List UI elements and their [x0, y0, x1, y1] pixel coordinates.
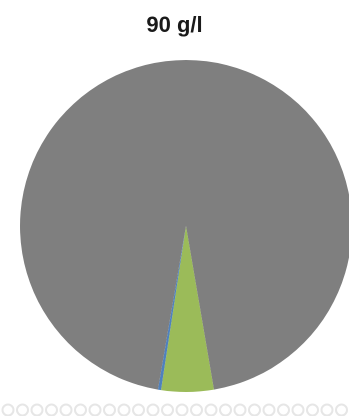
- pie-slice-blue: [157, 226, 186, 391]
- legend-dot: [335, 403, 348, 416]
- legend-dot: [161, 403, 174, 416]
- legend-dot: [190, 403, 203, 416]
- legend-dot: [306, 403, 319, 416]
- legend-dot: [1, 403, 15, 416]
- legend-dot: [233, 403, 247, 416]
- legend-dot: [291, 403, 305, 416]
- legend-dot: [88, 403, 102, 416]
- legend-dot: [132, 403, 145, 416]
- legend-dot: [117, 403, 131, 416]
- legend-dot: [30, 403, 44, 416]
- legend-dot: [262, 403, 276, 416]
- pie-slice-grey: [20, 60, 349, 390]
- legend-dot: [103, 403, 116, 416]
- legend-dot: [45, 403, 58, 416]
- legend-dot: [16, 403, 29, 416]
- pie-slice-green: [161, 226, 214, 393]
- legend-strip: [1, 403, 348, 416]
- legend-dot: [248, 403, 261, 416]
- legend-dot: [219, 403, 232, 416]
- legend-dot: [204, 403, 218, 416]
- legend-dot: [59, 403, 73, 416]
- legend-dot: [74, 403, 87, 416]
- legend-dot: [277, 403, 290, 416]
- legend-dot: [175, 403, 189, 416]
- legend-dot: [146, 403, 160, 416]
- chart-title: 90 g/l: [146, 12, 203, 37]
- legend-dot: [320, 403, 334, 416]
